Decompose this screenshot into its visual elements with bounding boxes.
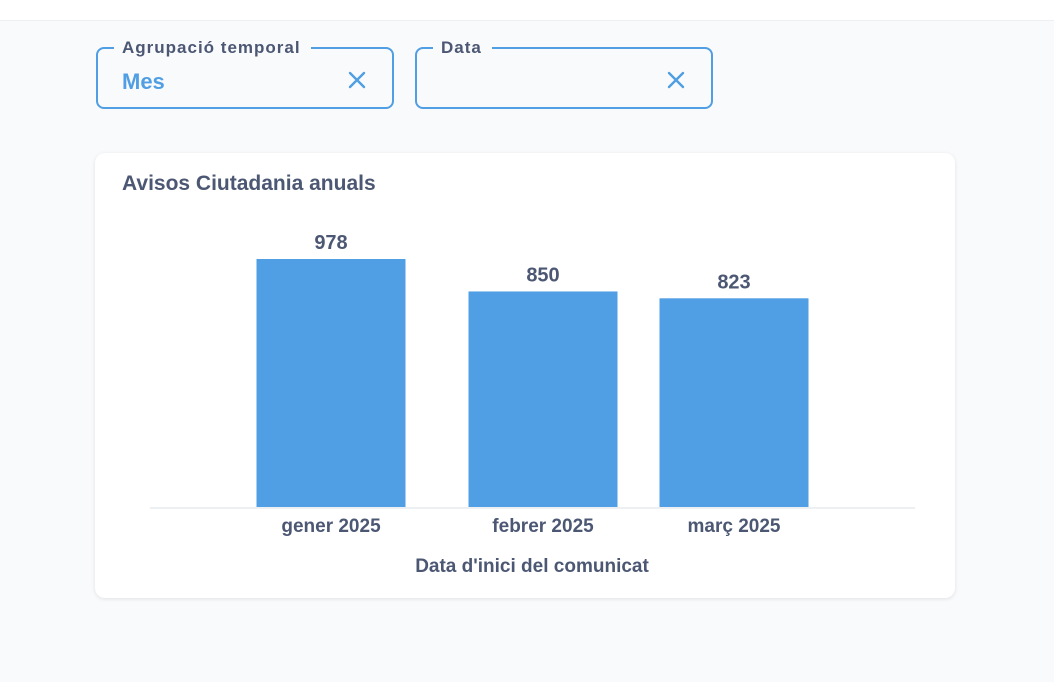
date-filter[interactable]: Data <box>415 38 713 109</box>
x-tick-label: març 2025 <box>688 516 781 537</box>
grouping-filter-label: Agrupació temporal <box>114 38 311 58</box>
date-filter-label: Data <box>433 38 492 58</box>
data-label: 850 <box>526 264 559 286</box>
bar[interactable] <box>659 298 809 507</box>
x-axis-title[interactable]: Data d'inici del comunicat <box>415 556 649 577</box>
bar[interactable] <box>468 291 618 507</box>
bar[interactable] <box>256 259 406 507</box>
x-tick-label: febrer 2025 <box>492 516 594 537</box>
close-icon[interactable] <box>346 69 368 91</box>
chart-title[interactable]: Avisos Ciutadania anuals <box>122 172 376 195</box>
bar-chart: 978 gener 2025 850 febrer 2025 823 març 2025 D… <box>150 232 915 577</box>
data-label: 823 <box>717 271 750 293</box>
top-bar <box>0 0 1054 21</box>
x-tick-label: gener 2025 <box>281 516 381 537</box>
grouping-filter-value: Mes <box>122 69 165 94</box>
close-icon[interactable] <box>665 69 687 91</box>
data-label: 978 <box>314 232 347 254</box>
chart-card: Avisos Ciutadania anuals 978 gener 2025 85… <box>95 153 955 598</box>
grouping-filter[interactable]: Agrupació temporal Mes <box>96 38 394 109</box>
